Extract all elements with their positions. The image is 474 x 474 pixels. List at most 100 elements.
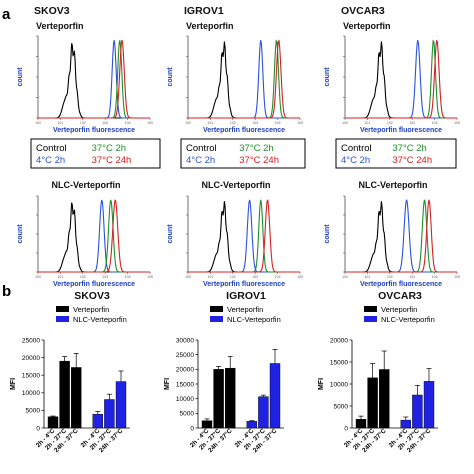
x-tick-label: 103: [102, 275, 108, 279]
bar-legend-label: NLC-Verteporfin: [381, 315, 435, 324]
bar-y-axis-label: MFI: [10, 378, 17, 390]
x-tick-label: 100: [35, 121, 41, 125]
legend-entry-c37-2h: 37°C 2h: [392, 143, 426, 154]
x-tick-label: 102: [387, 121, 393, 125]
x-tick-label: 100: [185, 121, 191, 125]
bar-nlc-2: [269, 363, 281, 429]
x-axis-label: Verteporfin fluorescence: [203, 127, 285, 134]
legend-entry-c37-24h: 37°C 24h: [92, 155, 132, 166]
bar-y-tick-label: 5000: [180, 411, 195, 418]
bar-y-tick-label: 25000: [176, 352, 194, 359]
bar-verteporfin-0: [47, 416, 59, 429]
bar-verteporfin-1: [59, 360, 70, 429]
bar-nlc-2: [423, 381, 435, 429]
legend-box-0: Control 37°C 2h 4°C 2h 37°C 24h: [30, 138, 161, 169]
flow-legends: Control 37°C 2h 4°C 2h 37°C 24h Control 37°C …: [30, 138, 457, 169]
legend-entry-c37-2h: 37°C 2h: [239, 143, 273, 154]
bar-legend-swatch: [364, 316, 377, 322]
bar-verteporfin-2: [70, 367, 82, 429]
x-tick-label: 104: [125, 121, 131, 125]
x-tick-label: 100: [342, 275, 348, 279]
bar-nlc-1: [104, 399, 115, 429]
histogram-drug-label: NLC-Verteporfin: [201, 180, 270, 190]
x-tick-label: 102: [80, 275, 86, 279]
histogram-title: IGROV1: [184, 5, 224, 17]
x-tick-label: 101: [207, 275, 213, 279]
histogram-panels: SKOV3 Verteporfin 100 101 102 103 104 105 count V…: [17, 5, 460, 288]
bar-y-tick-label: 30000: [176, 337, 194, 344]
histogram-drug-label: Verteporfin: [186, 21, 234, 31]
bar-y-tick-label: 15000: [176, 381, 194, 388]
legend-box-1: Control 37°C 2h 4°C 2h 37°C 24h: [180, 138, 306, 169]
bar-legend-swatch: [364, 306, 377, 312]
histogram-4: NLC-Verteporfin 100 101 102 103 104 105 count Ve…: [167, 180, 303, 288]
x-tick-label: 101: [364, 121, 370, 125]
panel-b-letter: b: [2, 283, 11, 300]
histogram-series-c37_24h: [188, 39, 300, 119]
bar-nlc-1: [258, 396, 269, 429]
x-tick-label: 101: [207, 121, 213, 125]
bar-legend-label: Verteporfin: [73, 305, 109, 314]
bar-y-tick-label: 20000: [176, 367, 194, 374]
bar-y-tick-label: 5000: [26, 408, 41, 415]
legend-entry-c37-24h: 37°C 24h: [239, 155, 279, 166]
x-tick-label: 102: [387, 275, 393, 279]
bar-verteporfin-0: [355, 419, 367, 429]
bar-verteporfin-1: [367, 377, 378, 429]
bar-y-tick-label: 15000: [330, 359, 348, 366]
legend-entry-c4-2h: 4°C 2h: [341, 155, 370, 166]
legend-entry-c37-24h: 37°C 24h: [392, 155, 432, 166]
histogram-series-c37_24h: [38, 199, 150, 273]
x-axis-label: Verteporfin fluorescence: [360, 127, 442, 134]
histogram-series-c37_24h: [38, 39, 150, 119]
histogram-drug-label: Verteporfin: [343, 21, 391, 31]
bar-y-tick-label: 20000: [330, 337, 348, 344]
bar-y-tick-label: 10000: [22, 390, 40, 397]
bar-y-tick-label: 20000: [22, 355, 40, 362]
x-axis-label: Verteporfin fluorescence: [53, 281, 135, 288]
histogram-drug-label: NLC-Verteporfin: [51, 180, 120, 190]
histogram-drug-label: Verteporfin: [36, 21, 84, 31]
bar-legend-swatch: [210, 306, 223, 312]
x-tick-label: 100: [342, 121, 348, 125]
legend-entry-control: Control: [341, 143, 372, 154]
x-tick-label: 103: [102, 121, 108, 125]
x-tick-label: 105: [147, 275, 153, 279]
bar-legend-label: NLC-Verteporfin: [73, 315, 127, 324]
bar-legend-swatch: [56, 316, 69, 322]
bar-y-tick-label: 0: [344, 425, 348, 432]
x-tick-label: 105: [147, 121, 153, 125]
histogram-series-c37_24h: [188, 199, 300, 273]
bar-chart-title: OVCAR3: [378, 290, 422, 302]
x-tick-label: 104: [275, 275, 281, 279]
x-tick-label: 103: [409, 275, 415, 279]
legend-frame: [335, 138, 457, 169]
x-tick-label: 100: [35, 275, 41, 279]
histogram-series-c37_24h: [345, 199, 457, 273]
histogram-title: OVCAR3: [341, 5, 385, 17]
x-tick-label: 103: [252, 121, 258, 125]
y-axis-label: count: [324, 224, 331, 244]
bar-y-axis-label: MFI: [318, 378, 325, 390]
bar-nlc-1: [412, 394, 423, 429]
x-tick-label: 104: [275, 121, 281, 125]
bar-legend-label: Verteporfin: [381, 305, 417, 314]
bar-verteporfin-0: [201, 420, 213, 429]
bar-y-tick-label: 10000: [176, 396, 194, 403]
bar-y-axis-label: MFI: [164, 378, 171, 390]
x-tick-label: 103: [409, 121, 415, 125]
legend-entry-c4-2h: 4°C 2h: [36, 155, 65, 166]
bar-y-tick-label: 0: [36, 425, 40, 432]
x-axis-label: Verteporfin fluorescence: [203, 281, 285, 288]
y-axis-label: count: [167, 224, 174, 244]
x-tick-label: 103: [252, 275, 258, 279]
histogram-2: OVCAR3 Verteporfin 100 101 102 103 104 105 count…: [324, 5, 460, 134]
bar-y-tick-label: 15000: [22, 373, 40, 380]
x-tick-label: 101: [57, 275, 63, 279]
bar-y-tick-label: 5000: [334, 403, 349, 410]
bar-legend-label: NLC-Verteporfin: [227, 315, 281, 324]
x-tick-label: 104: [432, 121, 438, 125]
legend-entry-control: Control: [186, 143, 217, 154]
